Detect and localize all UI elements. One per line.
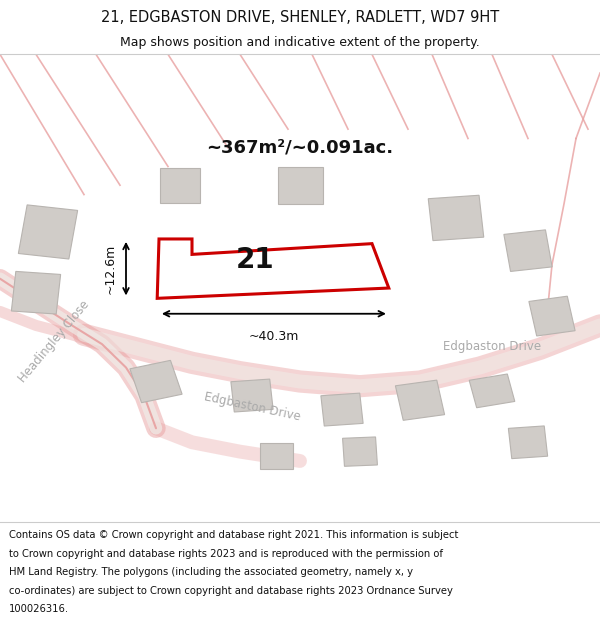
Text: Contains OS data © Crown copyright and database right 2021. This information is : Contains OS data © Crown copyright and d… — [9, 530, 458, 540]
Text: co-ordinates) are subject to Crown copyright and database rights 2023 Ordnance S: co-ordinates) are subject to Crown copyr… — [9, 586, 453, 596]
Polygon shape — [395, 380, 445, 421]
Text: ~367m²/~0.091ac.: ~367m²/~0.091ac. — [206, 139, 394, 157]
Text: Edgbaston Drive: Edgbaston Drive — [443, 340, 541, 353]
Polygon shape — [231, 379, 273, 412]
Polygon shape — [19, 205, 77, 259]
Polygon shape — [428, 195, 484, 241]
Polygon shape — [260, 444, 293, 469]
Polygon shape — [529, 296, 575, 336]
Polygon shape — [469, 374, 515, 408]
Polygon shape — [508, 426, 548, 459]
Text: Map shows position and indicative extent of the property.: Map shows position and indicative extent… — [120, 36, 480, 49]
Text: 21: 21 — [236, 246, 275, 274]
Text: to Crown copyright and database rights 2023 and is reproduced with the permissio: to Crown copyright and database rights 2… — [9, 549, 443, 559]
Polygon shape — [504, 230, 552, 271]
Polygon shape — [277, 166, 323, 204]
Polygon shape — [157, 239, 389, 298]
Text: Edgbaston Drive: Edgbaston Drive — [203, 391, 301, 424]
Text: 21, EDGBASTON DRIVE, SHENLEY, RADLETT, WD7 9HT: 21, EDGBASTON DRIVE, SHENLEY, RADLETT, W… — [101, 10, 499, 25]
Polygon shape — [343, 437, 377, 466]
Text: 100026316.: 100026316. — [9, 604, 69, 614]
Polygon shape — [321, 393, 363, 426]
Text: ~12.6m: ~12.6m — [104, 244, 117, 294]
Text: ~40.3m: ~40.3m — [249, 330, 299, 343]
Text: HM Land Registry. The polygons (including the associated geometry, namely x, y: HM Land Registry. The polygons (includin… — [9, 567, 413, 577]
Polygon shape — [160, 168, 199, 202]
Polygon shape — [130, 361, 182, 403]
Text: Headingley Close: Headingley Close — [16, 298, 92, 385]
Polygon shape — [11, 271, 61, 314]
